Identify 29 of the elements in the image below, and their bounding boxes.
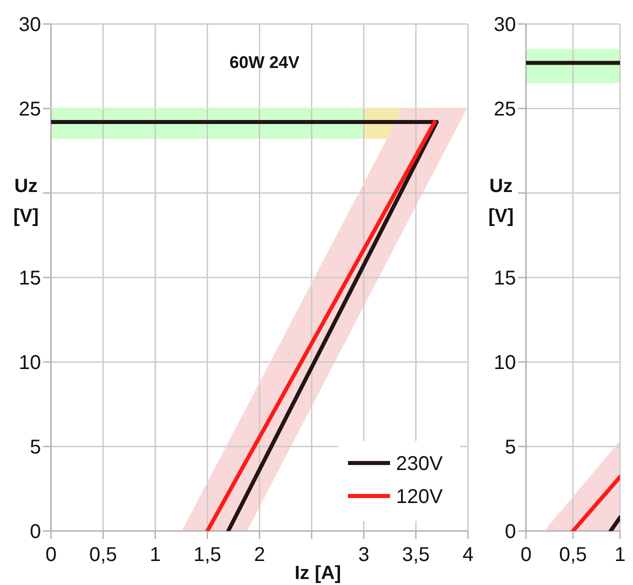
x-tick-label: 1 — [150, 544, 161, 566]
x-tick-label: 3,5 — [402, 544, 430, 566]
x-tick-label: 1,5 — [193, 544, 222, 566]
legend-label: 120V — [396, 486, 444, 508]
y-tick-label: 10 — [18, 352, 41, 374]
y-tick-label: 0 — [504, 521, 516, 543]
y-tick-label: 15 — [494, 268, 516, 290]
x-tick-label: 2 — [254, 544, 266, 566]
x-tick-label: 0,5 — [559, 544, 587, 566]
x-tick-label: 0 — [520, 544, 532, 566]
y-tick-label: 5 — [30, 436, 41, 458]
y-tick-label: 30 — [494, 14, 516, 36]
y-tick-label: 25 — [494, 98, 516, 120]
x-tick-label: 1 — [614, 544, 626, 566]
x-tick-label: 0 — [45, 544, 57, 566]
y-tick-label: 0 — [30, 521, 41, 543]
x-axis-title: Iz [A] — [294, 563, 342, 584]
y-tick-label: 5 — [504, 436, 516, 458]
y-tick-label: 25 — [18, 98, 41, 120]
y-tick-label: 10 — [494, 352, 516, 374]
y-axis-title: Uz [V] — [13, 176, 39, 227]
text: 60W 24V — [230, 53, 300, 72]
x-tick-label: 3 — [358, 544, 370, 566]
legend-label: 230V — [396, 453, 444, 475]
y-axis-title: Uz [V] — [488, 176, 514, 227]
x-tick-label: 0,5 — [89, 544, 118, 566]
x-tick-label: 4 — [462, 544, 474, 566]
y-tick-label: 15 — [18, 268, 41, 290]
y-tick-label: 30 — [18, 14, 41, 36]
